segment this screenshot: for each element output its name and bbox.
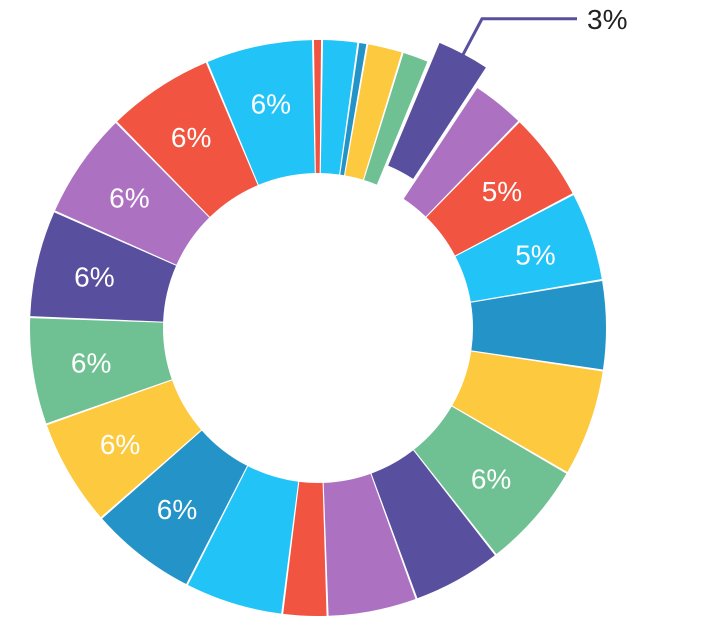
callout-label: 3%	[587, 4, 627, 35]
slice-label-group: 5% 5% 6% 6% 6% 6% 6% 6% 6% 6%	[71, 88, 556, 525]
slice-label-8: 5%	[482, 176, 522, 207]
slice-label-21: 6%	[109, 182, 149, 213]
donut-slice-5	[364, 53, 428, 185]
donut-slice-3	[340, 42, 367, 176]
donut-slice-19	[29, 318, 172, 424]
slice-label-23: 6%	[251, 88, 291, 119]
donut-slice-13	[371, 450, 495, 599]
donut-slice-4	[345, 44, 402, 180]
slice-group	[29, 39, 606, 616]
donut-slice-21	[55, 122, 210, 265]
donut-slice-20	[30, 212, 177, 322]
donut-slice-7	[403, 88, 519, 217]
callout-group: 3%	[460, 4, 627, 59]
donut-slice-22	[117, 62, 258, 217]
donut-slice-16	[187, 466, 299, 614]
donut-slice-8	[426, 122, 573, 256]
slice-label-20: 6%	[74, 261, 114, 292]
slice-label-22: 6%	[171, 122, 211, 153]
donut-slice-17	[102, 430, 248, 585]
donut-slice-2	[320, 40, 358, 175]
slice-label-17: 6%	[157, 494, 197, 525]
donut-slice-6	[388, 42, 486, 179]
donut-slice-12	[414, 406, 567, 555]
slice-label-12: 6%	[471, 464, 511, 495]
donut-slice-14	[323, 473, 416, 616]
donut-slice-9	[455, 195, 602, 302]
slice-label-9: 5%	[515, 240, 555, 271]
donut-slice-23	[207, 40, 315, 185]
callout-leader-line	[460, 17, 578, 59]
donut-slice-18	[46, 380, 202, 518]
slice-label-18: 6%	[100, 429, 140, 460]
donut-slice-1	[313, 39, 322, 174]
donut-slice-10	[470, 280, 606, 370]
slice-label-19: 6%	[71, 348, 111, 379]
donut-slice-11	[452, 351, 603, 473]
donut-slice-15	[283, 481, 327, 616]
